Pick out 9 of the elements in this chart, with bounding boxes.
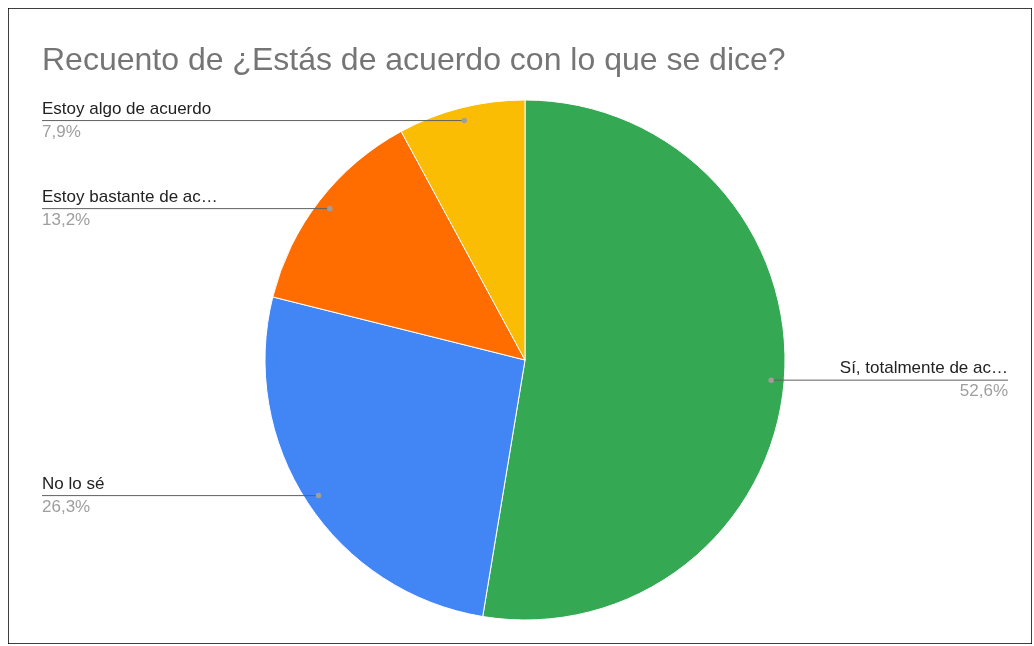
slice-label: Estoy bastante de ac… xyxy=(42,186,218,206)
data-label: 26,3% xyxy=(42,496,91,516)
slice-label: Estoy algo de acuerdo xyxy=(42,98,212,118)
data-label: 13,2% xyxy=(42,209,91,229)
slice-label: Sí, totalmente de ac… xyxy=(839,358,1008,378)
chart-title: Recuento de ¿Estás de acuerdo con lo que se dice? xyxy=(42,41,786,77)
data-label: 7,9% xyxy=(42,121,81,141)
data-label: 52,6% xyxy=(959,381,1008,401)
slice-label: No lo sé xyxy=(42,473,105,493)
